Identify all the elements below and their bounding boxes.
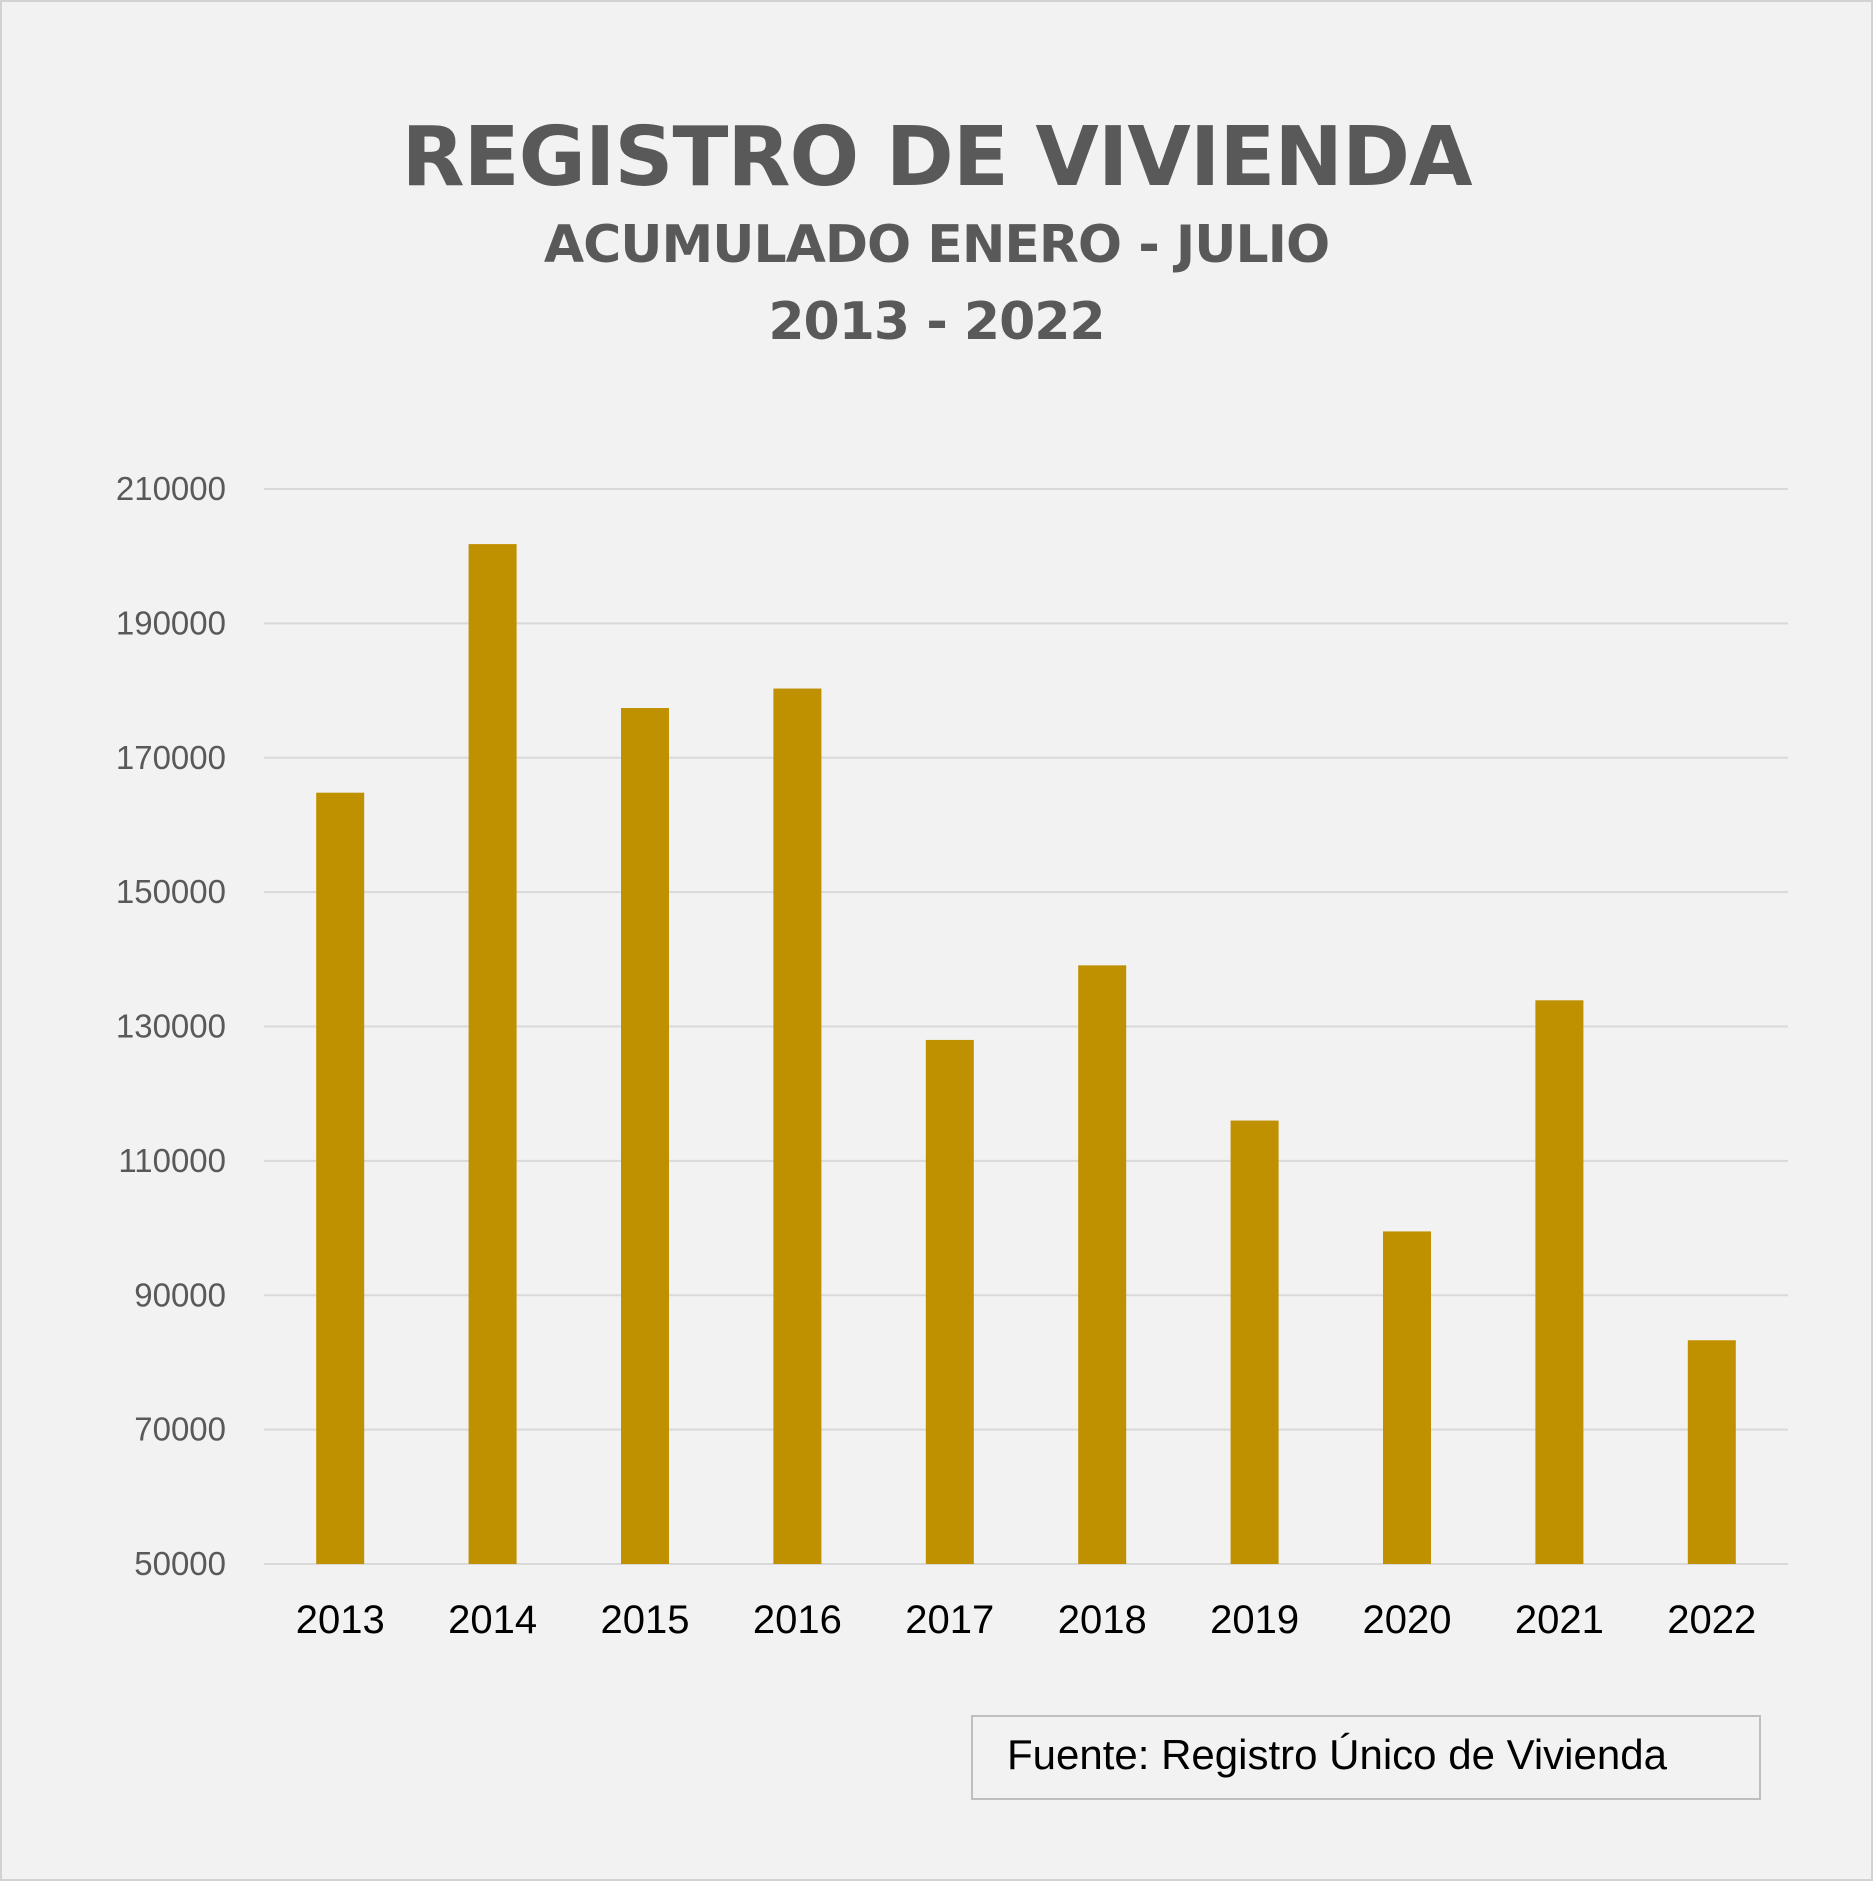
y-tick-label: 50000: [134, 1545, 226, 1582]
y-tick-label: 170000: [116, 739, 226, 776]
bar-2015: [621, 708, 669, 1564]
x-tick-label: 2021: [1515, 1598, 1604, 1642]
gridlines: [264, 488, 1788, 1565]
y-tick-label: 150000: [116, 873, 226, 910]
y-tick-label: 210000: [116, 470, 226, 507]
y-tick-label: 190000: [116, 604, 226, 641]
y-tick-label: 110000: [118, 1142, 226, 1179]
x-tick-label: 2014: [448, 1598, 537, 1642]
chart-subtitle-period: ACUMULADO ENERO - JULIO: [543, 215, 1330, 275]
x-tick-label: 2019: [1210, 1598, 1299, 1642]
x-tick-label: 2017: [905, 1598, 994, 1642]
bar-2016: [773, 688, 822, 1564]
bar-2017: [925, 1039, 974, 1564]
chart-subtitle-years: 2013 - 2022: [768, 292, 1105, 352]
y-tick-label: 130000: [116, 1008, 226, 1045]
bar-2022: [1687, 1340, 1736, 1564]
chart-title: REGISTRO DE VIVIENDA: [401, 110, 1472, 205]
bar-2013: [316, 792, 365, 1564]
bar-2021: [1535, 1000, 1584, 1564]
y-tick-label: 90000: [134, 1276, 226, 1313]
x-tick-label: 2022: [1667, 1598, 1756, 1642]
y-tick-label: 70000: [134, 1411, 226, 1448]
x-axis-ticks: 2013 2014 2015 2016 2017 2018 2019 2020 2021 2022: [296, 1598, 1757, 1642]
y-axis-ticks: 50000 70000 90000 110000 130000 150000 170000 1…: [116, 470, 226, 1582]
bar-2014: [468, 544, 517, 1564]
source-text: Fuente: Registro Único de Vivienda: [1007, 1731, 1667, 1778]
bars: [316, 544, 1736, 1564]
bar-2018: [1078, 965, 1127, 1564]
x-tick-label: 2020: [1363, 1598, 1452, 1642]
bar-2019: [1230, 1120, 1279, 1564]
x-tick-label: 2018: [1058, 1598, 1147, 1642]
bar-2020: [1383, 1231, 1431, 1564]
x-tick-label: 2016: [753, 1598, 842, 1642]
x-tick-label: 2015: [601, 1598, 690, 1642]
source-box: Fuente: Registro Único de Vivienda: [971, 1715, 1761, 1800]
x-tick-label: 2013: [296, 1598, 385, 1642]
